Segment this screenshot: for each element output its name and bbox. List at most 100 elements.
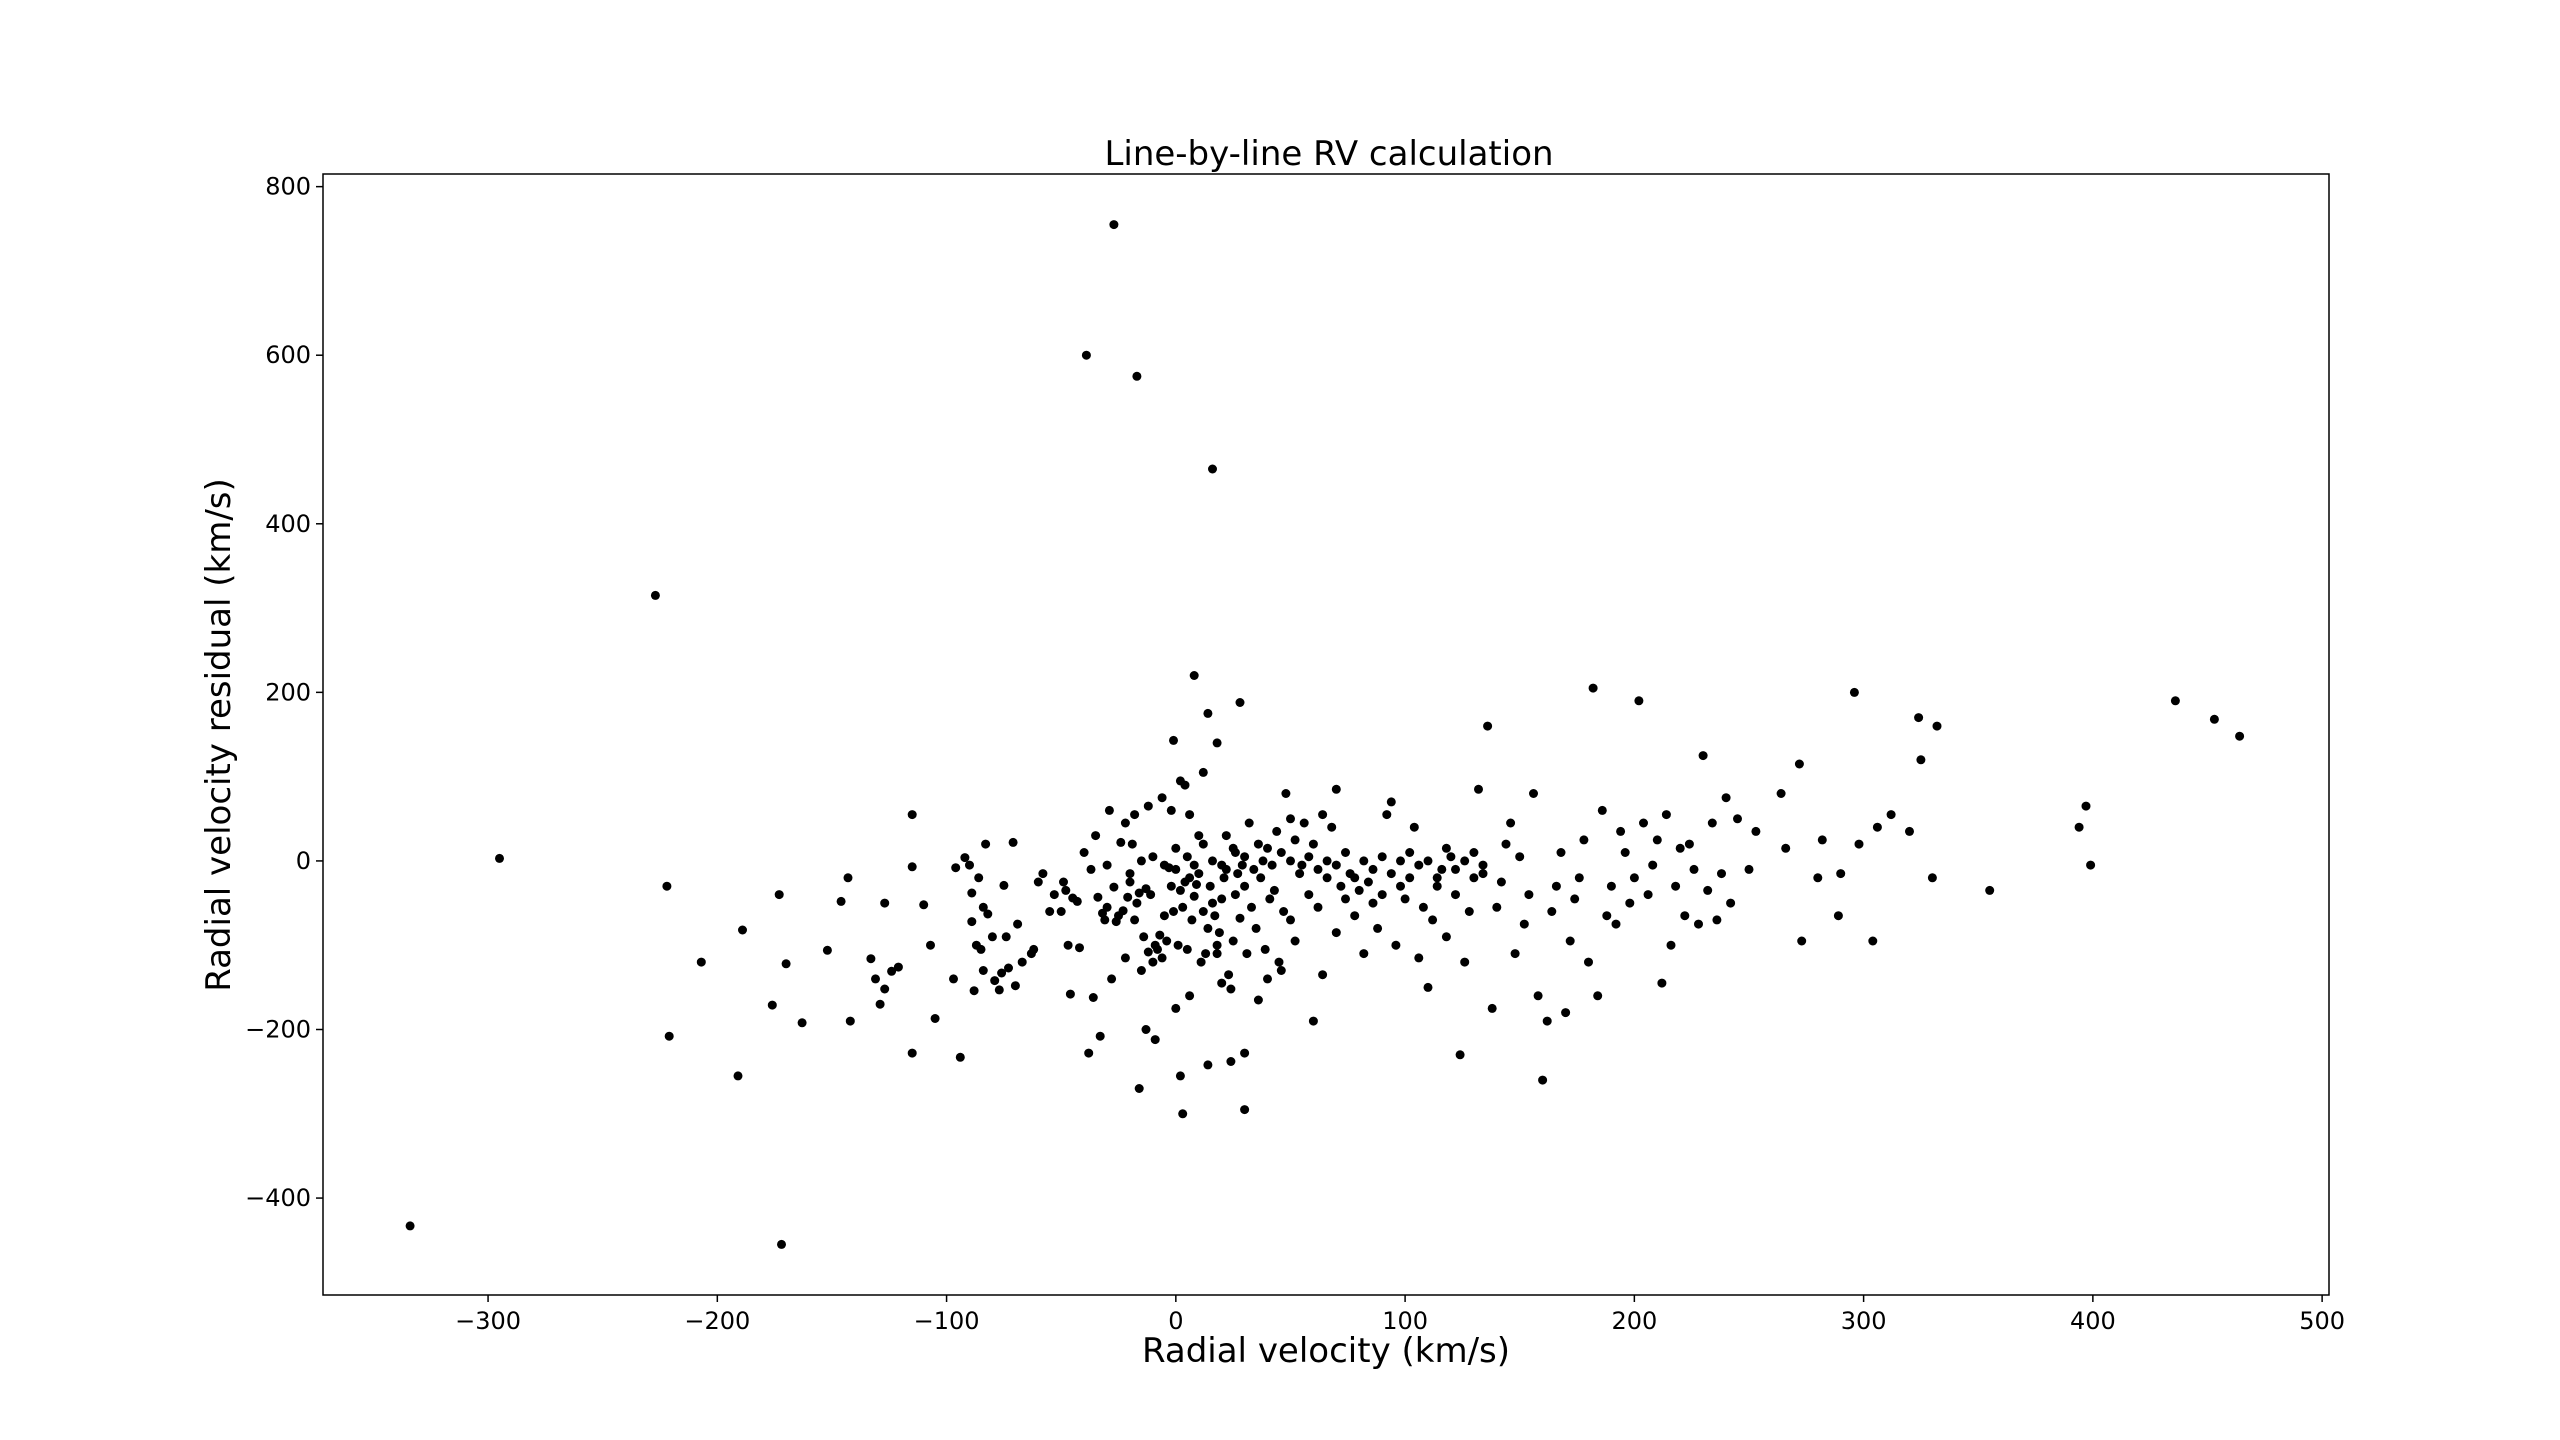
data-point [1833,911,1843,921]
data-point [1341,894,1350,904]
data-point [1171,1003,1181,1013]
data-point [1455,1050,1465,1060]
data-point [1157,793,1167,803]
data-point [1634,696,1644,706]
data-point [1107,974,1117,984]
data-point [1279,907,1289,916]
data-point [1185,991,1195,1001]
data-point [1817,835,1827,845]
data-point [978,902,988,912]
data-point [1205,881,1215,891]
data-point [1260,944,1270,954]
data-point [1680,911,1690,921]
x-tick-label: −100 [914,1307,980,1335]
data-point [1322,873,1332,883]
data-point [1045,907,1055,916]
data-point [1593,991,1603,1001]
data-point [2081,801,2091,811]
data-point [2170,696,2180,706]
data-point [1084,1048,1094,1058]
data-point [1689,864,1699,874]
data-point [1304,852,1314,862]
data-point [1127,839,1137,849]
data-point [1182,852,1192,862]
data-point [1313,864,1323,874]
data-point [1263,974,1272,984]
data-point [1226,1057,1236,1066]
data-point [1153,944,1162,954]
data-point [1602,911,1612,921]
data-point [1093,892,1103,902]
data-point [1529,789,1538,798]
plot-frame [322,173,2330,1296]
data-point [1556,848,1566,857]
data-point [1460,957,1470,967]
data-point [1171,864,1181,874]
data-point [1506,818,1516,828]
data-point [978,966,988,975]
data-point [777,1239,786,1249]
data-point [987,932,997,942]
data-point [1286,915,1295,925]
data-point [1405,873,1415,883]
data-point [1265,894,1275,904]
data-point [967,917,977,927]
data-point [1088,993,1098,1002]
data-point [1143,801,1153,811]
data-point [1849,687,1859,697]
data-point [994,985,1004,995]
data-point [1008,837,1018,847]
data-point [955,1052,965,1062]
data-point [1171,843,1181,853]
data-point [1235,698,1245,707]
data-point [1657,978,1667,988]
data-point [1694,919,1703,929]
data-point [1120,818,1130,828]
data-point [1620,848,1630,857]
data-point [1185,873,1195,883]
data-point [1386,869,1396,879]
data-point [1253,839,1263,849]
data-point [1159,911,1169,921]
data-point [887,966,897,976]
data-point [990,976,1000,986]
data-point [1313,902,1323,912]
data-point [1201,949,1211,959]
data-point [1244,818,1254,828]
data-point [1350,911,1360,921]
data-point [997,968,1007,978]
data-point [1091,831,1101,841]
data-point [1396,856,1405,866]
data-point [1240,881,1250,891]
data-point [1233,869,1243,879]
data-point [1629,873,1639,883]
data-point [843,873,853,883]
data-point [1905,826,1914,836]
x-tick-label: 400 [2070,1307,2116,1335]
data-point [1162,936,1172,946]
data-point [1118,906,1128,916]
data-point [1295,869,1305,879]
data-point [1004,963,1013,973]
data-point [1359,949,1369,959]
data-point [1661,810,1671,820]
data-point [1639,818,1648,828]
data-point [774,890,784,900]
data-point [1208,856,1217,866]
data-point [1065,989,1075,999]
data-point [1056,907,1066,916]
data-point [1178,902,1188,912]
data-point [1116,837,1126,847]
data-point [1350,873,1360,883]
data-point [1597,805,1607,815]
data-point [1224,970,1234,980]
data-point [1872,822,1882,832]
data-point [981,839,991,849]
data-point [960,853,970,863]
data-point [1132,898,1142,908]
data-point [822,945,832,955]
data-point [1409,822,1419,832]
data-point [1212,940,1222,950]
data-point [1331,860,1341,870]
data-point [1451,864,1460,874]
